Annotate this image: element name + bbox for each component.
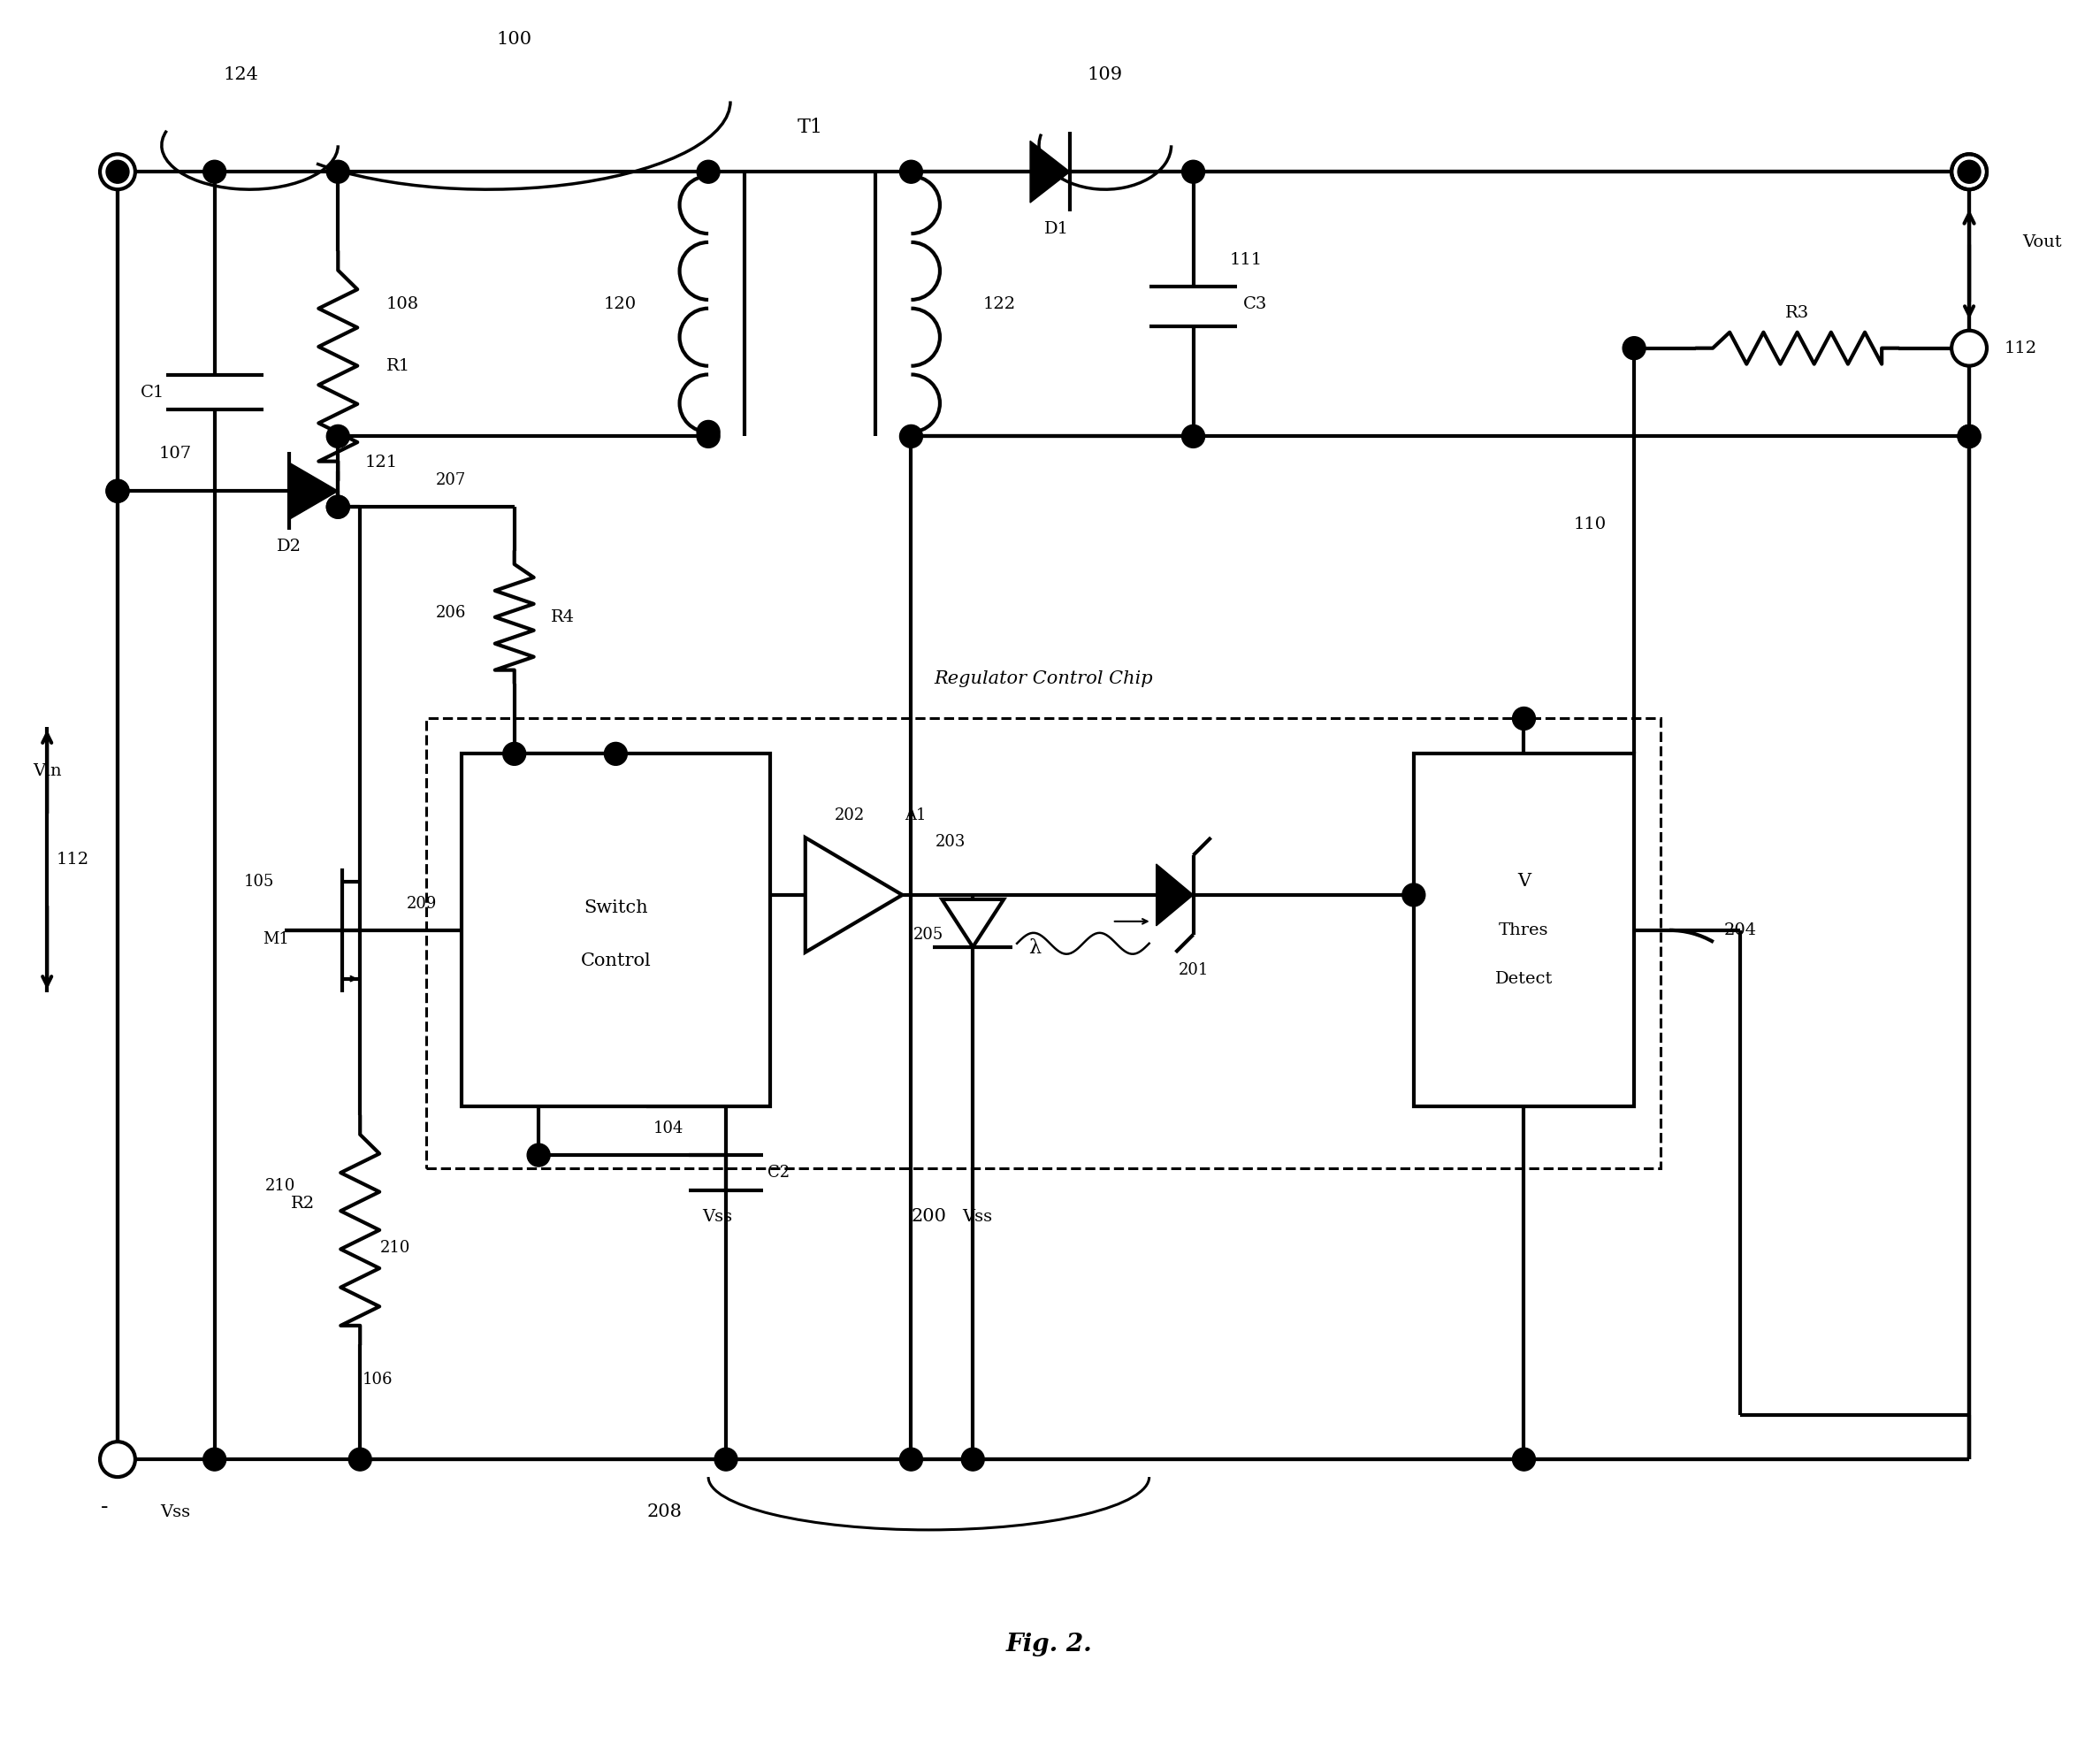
Circle shape — [527, 1144, 550, 1167]
Text: Control: Control — [580, 952, 651, 970]
Text: A1: A1 — [905, 807, 926, 823]
Text: 106: 106 — [363, 1373, 393, 1388]
Text: 104: 104 — [653, 1121, 685, 1137]
Text: 105: 105 — [244, 874, 273, 889]
Circle shape — [697, 160, 720, 183]
Circle shape — [1957, 426, 1980, 448]
Text: 110: 110 — [1573, 516, 1606, 532]
Circle shape — [326, 495, 349, 518]
Text: -: - — [101, 1498, 107, 1517]
Text: T1: T1 — [796, 119, 823, 138]
Circle shape — [714, 1448, 737, 1470]
Text: 122: 122 — [983, 296, 1016, 312]
Circle shape — [899, 426, 922, 448]
Text: Detect: Detect — [1495, 971, 1552, 987]
Text: Regulator Control Chip: Regulator Control Chip — [934, 670, 1153, 687]
Circle shape — [107, 480, 128, 502]
Circle shape — [107, 160, 128, 183]
Circle shape — [899, 160, 922, 183]
Text: λ: λ — [1029, 938, 1042, 957]
Circle shape — [605, 743, 628, 766]
Circle shape — [204, 1448, 227, 1470]
Circle shape — [1957, 160, 1980, 183]
Circle shape — [1182, 426, 1205, 448]
Circle shape — [1512, 706, 1535, 731]
Text: 210: 210 — [265, 1177, 296, 1195]
Text: Vss: Vss — [160, 1505, 189, 1521]
Circle shape — [697, 426, 720, 448]
Text: 205: 205 — [914, 926, 943, 942]
Circle shape — [1512, 1448, 1535, 1470]
Text: 203: 203 — [937, 834, 966, 849]
Text: 208: 208 — [647, 1503, 682, 1521]
Circle shape — [1182, 160, 1205, 183]
Text: 124: 124 — [223, 66, 258, 84]
Circle shape — [899, 1448, 922, 1470]
Circle shape — [962, 1448, 985, 1470]
Text: 209: 209 — [407, 896, 437, 912]
Circle shape — [1957, 337, 1980, 359]
Text: 109: 109 — [1088, 66, 1124, 84]
Circle shape — [1951, 331, 1987, 366]
Text: Switch: Switch — [584, 900, 649, 917]
Text: 107: 107 — [158, 446, 191, 462]
Text: 120: 120 — [603, 296, 636, 312]
Text: R4: R4 — [550, 609, 575, 624]
Text: Fig. 2.: Fig. 2. — [1006, 1632, 1092, 1657]
Circle shape — [1403, 884, 1426, 907]
Circle shape — [107, 480, 128, 502]
Text: 100: 100 — [496, 31, 531, 47]
Text: Vss: Vss — [962, 1209, 993, 1224]
Text: Vss: Vss — [701, 1209, 733, 1224]
Text: M1: M1 — [262, 931, 290, 947]
FancyBboxPatch shape — [462, 753, 771, 1107]
Polygon shape — [1157, 863, 1193, 926]
Text: D2: D2 — [277, 539, 302, 555]
Text: 204: 204 — [1724, 923, 1756, 938]
Text: R3: R3 — [1785, 305, 1810, 321]
Text: 112: 112 — [2006, 340, 2037, 356]
Circle shape — [101, 153, 134, 190]
Circle shape — [1623, 337, 1646, 359]
Circle shape — [326, 426, 349, 448]
Circle shape — [1951, 153, 1987, 190]
Text: 111: 111 — [1231, 253, 1262, 269]
Text: 207: 207 — [435, 473, 466, 488]
Polygon shape — [1031, 141, 1069, 202]
Text: 108: 108 — [386, 296, 420, 312]
Text: 200: 200 — [911, 1209, 947, 1226]
Text: Vin: Vin — [34, 764, 61, 780]
Text: 112: 112 — [57, 851, 88, 867]
Text: 202: 202 — [834, 807, 865, 823]
Circle shape — [697, 420, 720, 443]
FancyBboxPatch shape — [1413, 753, 1634, 1107]
Text: 121: 121 — [365, 455, 397, 471]
Text: Thres: Thres — [1499, 923, 1550, 938]
Text: R1: R1 — [386, 358, 410, 373]
Circle shape — [101, 1442, 134, 1477]
Text: Vout: Vout — [2022, 234, 2062, 251]
Text: 201: 201 — [1178, 963, 1208, 978]
Text: C2: C2 — [769, 1165, 790, 1181]
Text: 210: 210 — [380, 1240, 410, 1256]
Text: C1: C1 — [141, 384, 166, 399]
Circle shape — [349, 1448, 372, 1470]
Text: C3: C3 — [1243, 296, 1266, 312]
Circle shape — [326, 160, 349, 183]
Circle shape — [204, 160, 227, 183]
Circle shape — [502, 743, 525, 766]
Circle shape — [1951, 153, 1987, 190]
Text: R2: R2 — [290, 1196, 315, 1212]
Circle shape — [326, 495, 349, 518]
Text: D1: D1 — [1044, 221, 1069, 237]
Text: V: V — [1516, 874, 1531, 889]
Text: 206: 206 — [435, 605, 466, 621]
Circle shape — [1957, 426, 1980, 448]
Polygon shape — [290, 462, 338, 520]
